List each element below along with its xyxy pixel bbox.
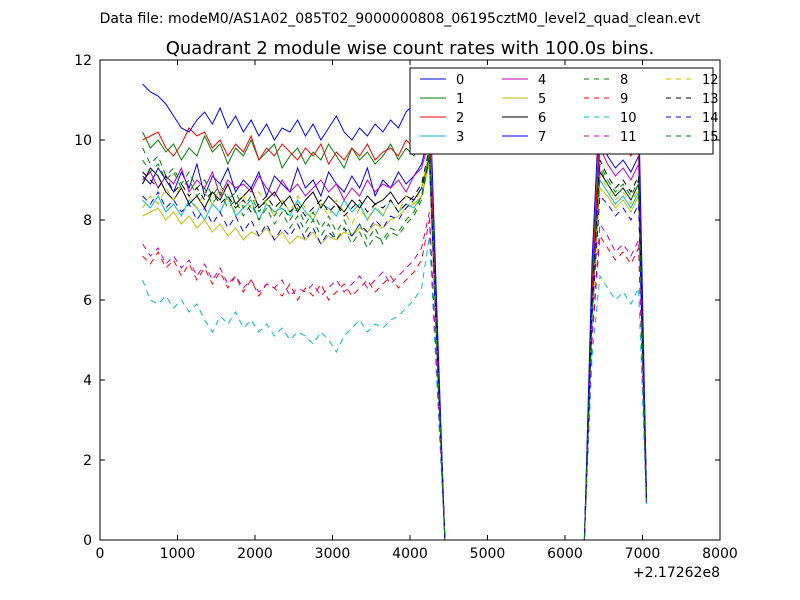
legend-label-2: 2 xyxy=(456,111,464,126)
x-tick-label: 1000 xyxy=(160,546,196,562)
series-line-9 xyxy=(142,219,647,541)
series-line-4 xyxy=(142,139,647,541)
legend-label-4: 4 xyxy=(538,73,546,88)
x-tick-label: 5000 xyxy=(470,546,506,562)
legend-label-15: 15 xyxy=(702,130,719,145)
series-line-5 xyxy=(142,163,647,541)
y-tick-label: 0 xyxy=(83,533,92,549)
series-line-10 xyxy=(142,235,647,541)
legend-label-5: 5 xyxy=(538,92,546,107)
legend-box xyxy=(409,67,714,155)
legend-label-0: 0 xyxy=(456,73,464,88)
data-file-header: Data file: modeM0/AS1A02_085T02_90000008… xyxy=(100,11,701,27)
x-tick-label: 0 xyxy=(96,546,105,562)
series-line-0 xyxy=(142,131,647,541)
series-line-14 xyxy=(142,159,647,541)
legend-label-11: 11 xyxy=(620,130,637,145)
x-tick-label: 7000 xyxy=(625,546,661,562)
series-line-1 xyxy=(142,118,647,541)
legend-label-3: 3 xyxy=(456,130,464,145)
series-line-3 xyxy=(142,159,647,541)
x-offset-label: +2.17262e8 xyxy=(633,565,720,581)
y-tick-label: 8 xyxy=(83,213,92,229)
legend-label-8: 8 xyxy=(620,73,628,88)
chart-title: Quadrant 2 module wise count rates with … xyxy=(166,38,655,59)
series-line-2 xyxy=(142,122,647,541)
series-line-15 xyxy=(142,151,647,541)
y-tick-label: 2 xyxy=(83,453,92,469)
series-line-11 xyxy=(142,211,647,541)
x-tick-label: 3000 xyxy=(315,546,351,562)
series-line-6 xyxy=(142,155,647,541)
legend-label-14: 14 xyxy=(702,111,719,126)
x-tick-label: 8000 xyxy=(702,546,738,562)
x-tick-label: 4000 xyxy=(392,546,428,562)
y-tick-label: 4 xyxy=(83,373,92,389)
legend-label-7: 7 xyxy=(538,130,546,145)
y-tick-label: 10 xyxy=(74,133,92,149)
legend-label-12: 12 xyxy=(702,73,719,88)
legend-label-13: 13 xyxy=(702,92,719,107)
x-axis: 0 1000 2000 3000 4000 5000 6000 7000 8000 xyxy=(96,60,738,562)
x-tick-label: 6000 xyxy=(547,546,583,562)
legend-label-9: 9 xyxy=(620,92,628,107)
legend-label-6: 6 xyxy=(538,111,546,126)
y-tick-label: 12 xyxy=(74,53,92,69)
legend-label-1: 1 xyxy=(456,92,464,107)
legend-label-10: 10 xyxy=(620,111,637,126)
y-tick-label: 6 xyxy=(83,293,92,309)
x-tick-label: 2000 xyxy=(237,546,273,562)
